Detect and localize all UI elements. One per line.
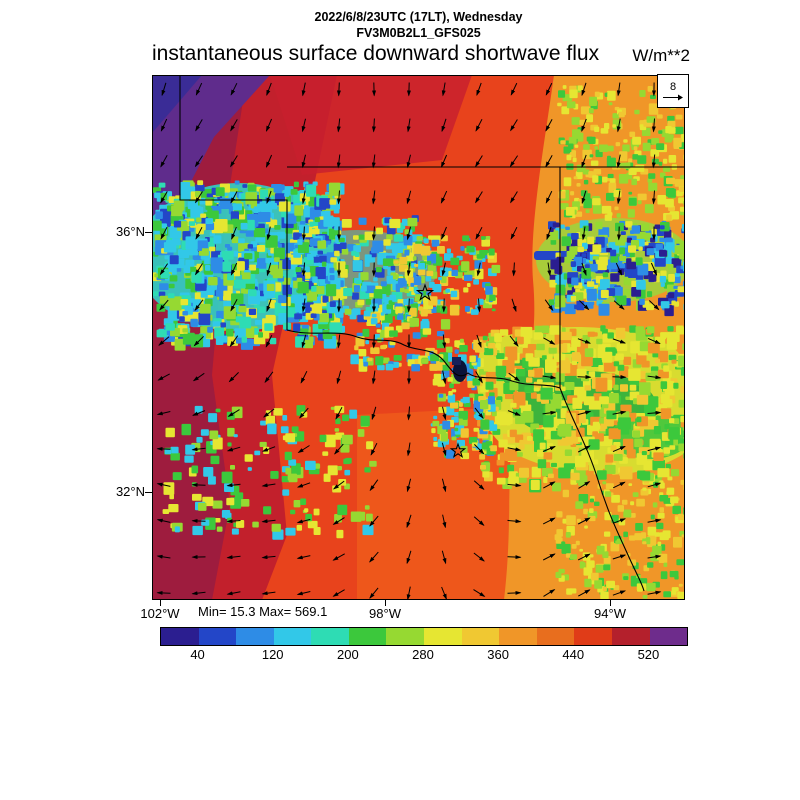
valid-time-label: 2022/6/8/23UTC (17LT), Wednesday bbox=[314, 10, 523, 24]
colorbar bbox=[160, 627, 688, 646]
colorbar-segment bbox=[424, 628, 462, 645]
colorbar-tick-label: 440 bbox=[562, 647, 585, 662]
minmax-label: Min= 15.3 Max= 569.1 bbox=[198, 604, 328, 619]
wind-vectors bbox=[156, 82, 662, 600]
plot-title: instantaneous surface downward shortwave… bbox=[152, 42, 600, 65]
model-run-label: FV3M0B2L1_GFS025 bbox=[356, 26, 481, 40]
lon-tick-mark bbox=[160, 599, 161, 606]
lat-tick-label: 32°N bbox=[115, 484, 145, 499]
colorbar-segment bbox=[461, 628, 500, 645]
flux-map bbox=[152, 75, 685, 600]
units-label: W/m**2 bbox=[632, 46, 690, 65]
lon-tick-label: 98°W bbox=[369, 606, 401, 621]
wind-reference-box: 8 bbox=[657, 74, 689, 108]
colorbar-tick-label: 40 bbox=[190, 647, 205, 662]
colorbar-tick-label: 520 bbox=[637, 647, 660, 662]
lat-tick-label: 36°N bbox=[115, 224, 145, 239]
lat-tick-mark bbox=[145, 492, 152, 493]
lon-tick-label: 94°W bbox=[594, 606, 626, 621]
colorbar-segment bbox=[311, 628, 349, 645]
colorbar-segment bbox=[386, 628, 425, 645]
colorbar-segment bbox=[348, 628, 387, 645]
cloud-speckles bbox=[152, 85, 685, 600]
colorbar-tick-label: 120 bbox=[261, 647, 284, 662]
colorbar-segment bbox=[198, 628, 237, 645]
colorbar-segment bbox=[161, 628, 199, 645]
colorbar-tick-label: 360 bbox=[487, 647, 509, 662]
colorbar-segment bbox=[236, 628, 274, 645]
star-markers bbox=[415, 283, 467, 459]
flux-field bbox=[152, 75, 685, 600]
dark-spot-marker bbox=[453, 360, 467, 382]
colorbar-segment bbox=[649, 628, 688, 645]
colorbar-segment bbox=[536, 628, 575, 645]
lon-tick-mark bbox=[385, 599, 386, 606]
colorbar-tick-label: 200 bbox=[336, 647, 359, 662]
colorbar-segment bbox=[611, 628, 650, 645]
colorbar-tick-label: 280 bbox=[412, 647, 434, 662]
colorbar-segment bbox=[574, 628, 612, 645]
map-frame bbox=[152, 75, 685, 600]
lat-tick-mark bbox=[145, 232, 152, 233]
colorbar-segment bbox=[273, 628, 312, 645]
wind-reference-arrow-icon bbox=[663, 94, 683, 100]
lon-tick-label: 102°W bbox=[140, 606, 180, 621]
wind-reference-value: 8 bbox=[669, 80, 677, 93]
lon-tick-mark bbox=[610, 599, 611, 606]
colorbar-segment bbox=[499, 628, 537, 645]
